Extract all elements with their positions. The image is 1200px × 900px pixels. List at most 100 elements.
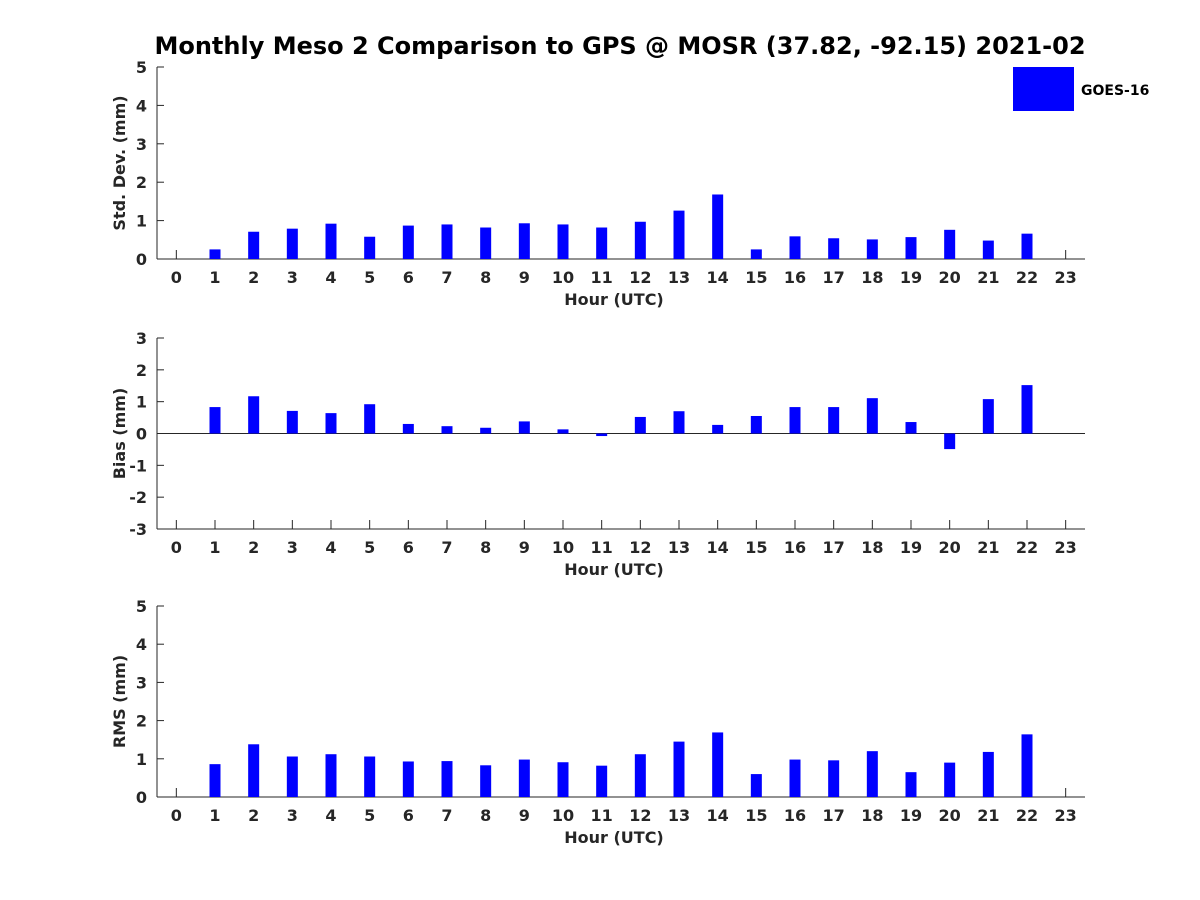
std-dev-x-tick-label: 8 (480, 268, 491, 287)
rms-bar-hour-8 (480, 765, 492, 797)
rms-bar-hour-3 (286, 756, 298, 797)
rms-bar-hour-4 (325, 754, 337, 797)
std-dev-bar-hour-16 (789, 236, 801, 259)
bias-x-tick-label: 1 (209, 538, 220, 557)
legend-label: GOES-16 (1081, 83, 1149, 99)
bias-bar-hour-20 (944, 433, 956, 450)
bias-bar-hour-13 (673, 411, 685, 434)
std-dev-x-tick-label: 16 (784, 268, 806, 287)
std-dev-bar-hour-11 (596, 227, 608, 259)
std-dev-x-tick-label: 19 (900, 268, 922, 287)
rms-x-tick-label: 12 (629, 806, 651, 825)
bias-bar-hour-4 (325, 413, 337, 434)
rms-x-tick-label: 16 (784, 806, 806, 825)
bias-bar-hour-12 (634, 416, 646, 434)
std-dev-x-tick-label: 5 (364, 268, 375, 287)
bias-x-axis-label: Hour (UTC) (564, 560, 664, 579)
std-dev-y-tick-label: 5 (136, 58, 147, 77)
bias-y-tick-label: -3 (129, 520, 147, 539)
rms-bar-hour-20 (944, 762, 956, 797)
std-dev-x-tick-label: 14 (707, 268, 729, 287)
std-dev-x-tick-label: 9 (519, 268, 530, 287)
rms-y-tick-label: 1 (136, 750, 147, 769)
std-dev-x-tick-label: 18 (861, 268, 883, 287)
std-dev-bar-hour-6 (402, 225, 414, 259)
bias-x-tick-label: 0 (171, 538, 182, 557)
std-dev-x-tick-label: 7 (441, 268, 452, 287)
std-dev-x-tick-label: 1 (209, 268, 220, 287)
rms-x-tick-label: 11 (591, 806, 613, 825)
rms-bar-hour-17 (828, 760, 840, 797)
bias-x-tick-label: 19 (900, 538, 922, 557)
bias-bar-hour-14 (712, 424, 724, 434)
rms-y-tick-label: 4 (136, 635, 147, 654)
bias-y-tick-label: 3 (136, 329, 147, 348)
rms-x-tick-label: 9 (519, 806, 530, 825)
rms-bar-hour-19 (905, 772, 917, 797)
rms-bar-hour-2 (248, 744, 260, 797)
rms-x-axis-label: Hour (UTC) (564, 828, 664, 847)
rms-bar-hour-21 (982, 751, 994, 797)
bias-bar-hour-16 (789, 407, 801, 434)
rms-y-tick-label: 2 (136, 712, 147, 731)
std-dev-bar-hour-17 (828, 238, 840, 259)
rms-x-tick-label: 1 (209, 806, 220, 825)
std-dev-bar-hour-20 (944, 229, 956, 259)
figure-title: Monthly Meso 2 Comparison to GPS @ MOSR … (154, 32, 1085, 60)
rms-bar-hour-7 (441, 761, 453, 797)
rms-x-tick-label: 20 (939, 806, 961, 825)
bias-x-tick-label: 13 (668, 538, 690, 557)
rms-bar-hour-15 (750, 774, 762, 797)
bias-x-tick-label: 17 (823, 538, 845, 557)
bias-x-tick-label: 21 (977, 538, 999, 557)
bias-x-tick-label: 9 (519, 538, 530, 557)
rms-bar-hour-10 (557, 762, 569, 797)
bias-x-tick-label: 16 (784, 538, 806, 557)
std-dev-x-tick-label: 0 (171, 268, 182, 287)
bias-x-tick-label: 18 (861, 538, 883, 557)
std-dev-bar-hour-9 (518, 223, 530, 259)
std-dev-bar-hour-3 (286, 228, 298, 259)
rms-x-tick-label: 15 (745, 806, 767, 825)
bias-bar-hour-7 (441, 426, 453, 434)
std-dev-bar-hour-22 (1021, 233, 1033, 259)
std-dev-x-axis-label: Hour (UTC) (564, 290, 664, 309)
bias-y-tick-label: 2 (136, 361, 147, 380)
bias-x-tick-label: 14 (707, 538, 729, 557)
rms-x-tick-label: 21 (977, 806, 999, 825)
rms-x-tick-label: 3 (287, 806, 298, 825)
bias-bar-hour-5 (364, 404, 376, 434)
std-dev-bar-hour-18 (866, 239, 878, 259)
std-dev-bar-hour-15 (750, 249, 762, 259)
bias-y-tick-label: 0 (136, 425, 147, 444)
legend: GOES-16 (1013, 67, 1149, 111)
rms-x-tick-label: 14 (707, 806, 729, 825)
bias-bar-hour-8 (480, 427, 492, 434)
std-dev-y-tick-label: 2 (136, 173, 147, 192)
std-dev-x-tick-label: 23 (1055, 268, 1077, 287)
std-dev-bar-hour-5 (364, 236, 376, 259)
rms-y-tick-label: 3 (136, 673, 147, 692)
rms-bar-hour-1 (209, 764, 221, 797)
bias-bar-hour-10 (557, 429, 569, 434)
rms-x-tick-label: 5 (364, 806, 375, 825)
std-dev-x-tick-label: 4 (325, 268, 336, 287)
bias-x-tick-label: 22 (1016, 538, 1038, 557)
std-dev-y-axis-label: Std. Dev. (mm) (110, 95, 129, 230)
rms-x-tick-label: 7 (441, 806, 452, 825)
rms-x-tick-label: 22 (1016, 806, 1038, 825)
rms-x-tick-label: 8 (480, 806, 491, 825)
bias-x-tick-label: 23 (1055, 538, 1077, 557)
rms-x-tick-label: 19 (900, 806, 922, 825)
bias-x-tick-label: 3 (287, 538, 298, 557)
rms-x-tick-label: 4 (325, 806, 336, 825)
bias-bar-hour-3 (286, 410, 298, 434)
std-dev-bar-hour-4 (325, 223, 337, 259)
bias-bar-hour-6 (402, 423, 414, 434)
rms-x-tick-label: 2 (248, 806, 259, 825)
rms-x-tick-label: 23 (1055, 806, 1077, 825)
rms-y-axis-label: RMS (mm) (110, 655, 129, 748)
